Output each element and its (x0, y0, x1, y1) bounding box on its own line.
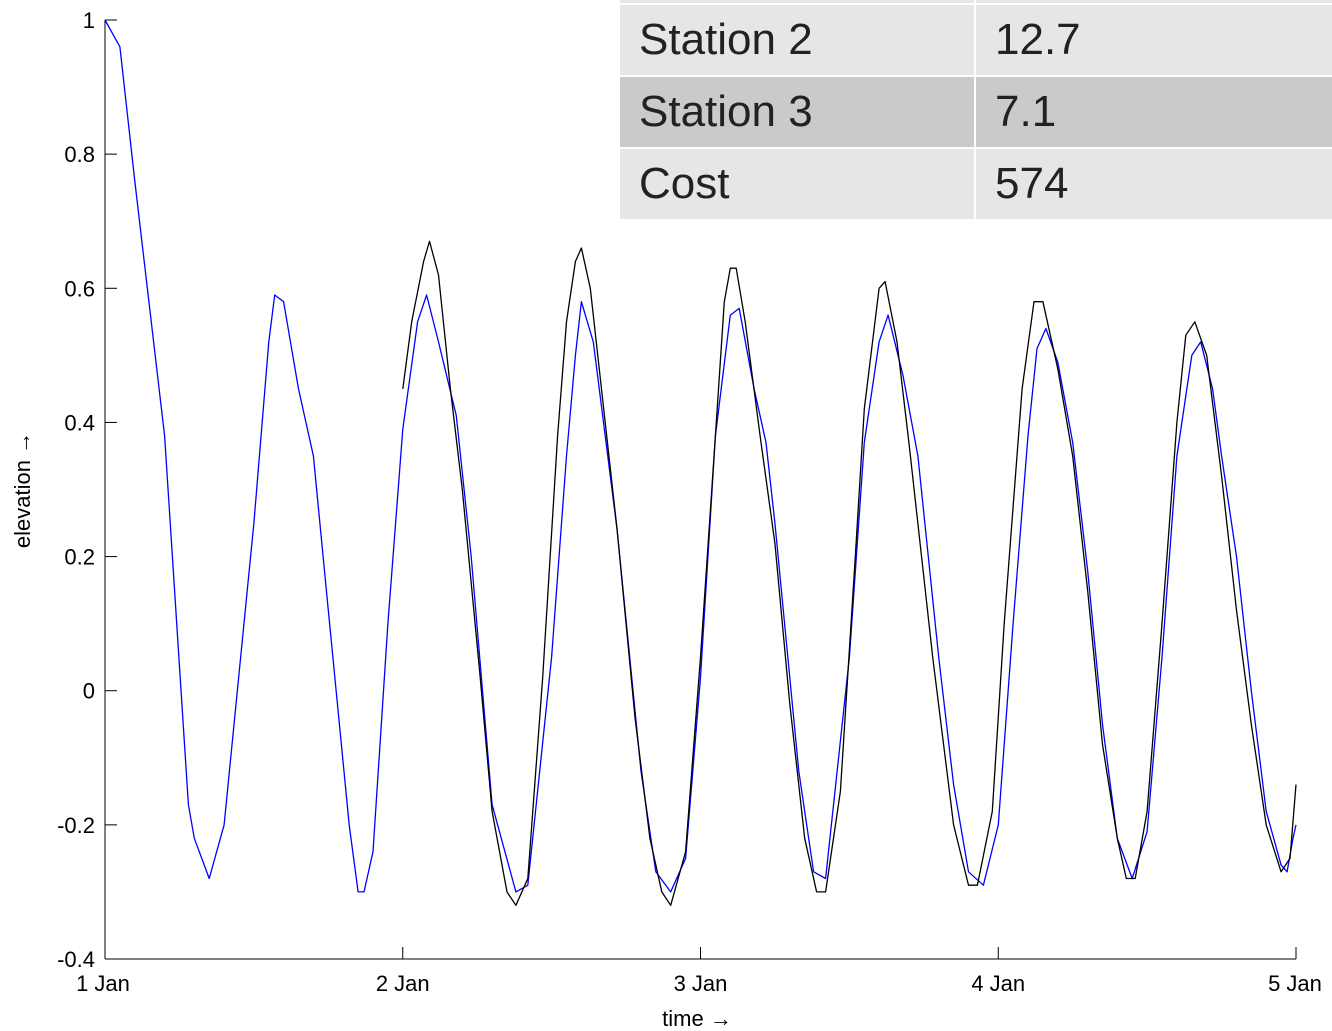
y-axis-label: elevation → (10, 432, 35, 548)
table-cell-value: 574 (975, 148, 1332, 221)
series-layer (104, 19, 1297, 906)
x-tick-label: 1 Jan (76, 971, 130, 996)
table-top-row (620, 0, 1332, 5)
x-tick-label: 4 Jan (971, 971, 1025, 996)
table-cell-value: 12.7 (975, 4, 1332, 77)
series-line-black (402, 240, 1297, 906)
y-tick-label: 0.4 (64, 410, 95, 435)
x-ticks: 1 Jan 2 Jan 3 Jan 4 Jan 5 Jan (76, 947, 1322, 996)
x-tick-label: 2 Jan (376, 971, 430, 996)
y-tick-label: 0 (83, 679, 95, 704)
table-cell-name: Cost (620, 148, 976, 221)
x-tick-label: 5 Jan (1268, 971, 1322, 996)
table-cell-name: Station 3 (620, 76, 976, 149)
x-tick-label: 3 Jan (674, 971, 728, 996)
y-tick-label: -0.4 (57, 947, 95, 972)
y-tick-label: 0.6 (64, 276, 95, 301)
y-tick-label: 0.2 (64, 545, 95, 570)
stats-table: Station 2 12.7 Station 3 7.1 Cost 574 (620, 0, 1332, 221)
table-row: Cost 574 (620, 148, 1332, 221)
y-tick-label: -0.2 (57, 813, 95, 838)
y-ticks: -0.4 -0.2 0 0.2 0.4 0.6 0.8 1 (57, 8, 117, 972)
table-row: Station 3 7.1 (620, 76, 1332, 149)
table-cell-name: Station 2 (620, 4, 976, 77)
x-axis-label: time → (662, 1006, 732, 1031)
y-tick-label: 0.8 (64, 142, 95, 167)
y-tick-label: 1 (83, 8, 95, 33)
table-cell-value: 7.1 (975, 76, 1332, 149)
table-row: Station 2 12.7 (620, 4, 1332, 77)
